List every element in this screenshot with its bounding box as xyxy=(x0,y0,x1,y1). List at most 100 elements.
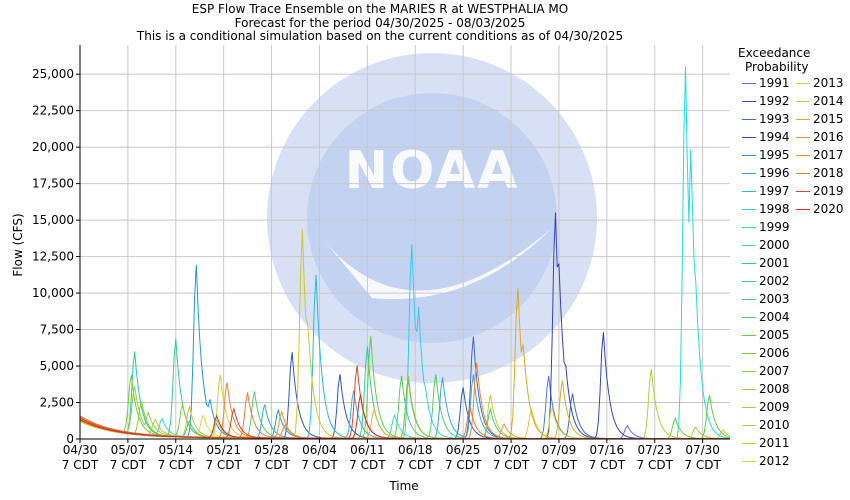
legend-swatch xyxy=(742,83,756,84)
legend-label: 1994 xyxy=(759,130,790,144)
x-tick-label-date: 05/21 xyxy=(206,443,241,457)
legend-label: 2002 xyxy=(759,274,790,288)
legend-swatch xyxy=(796,101,810,102)
legend-label: 1993 xyxy=(759,112,790,126)
legend-swatch xyxy=(742,101,756,102)
legend-swatch xyxy=(742,245,756,246)
legend-swatch xyxy=(742,173,756,174)
legend-swatch xyxy=(742,281,756,282)
legend-swatch xyxy=(742,263,756,264)
legend-label: 2016 xyxy=(813,130,844,144)
legend-item-2000: 2000 xyxy=(742,238,790,252)
x-tick-label-date: 07/30 xyxy=(685,443,720,457)
legend-item-2010: 2010 xyxy=(742,418,790,432)
legend-item-2015: 2015 xyxy=(796,112,844,126)
x-tick-label-date: 04/30 xyxy=(63,443,98,457)
legend-label: 2004 xyxy=(759,310,790,324)
legend-label: 1999 xyxy=(759,220,790,234)
legend-item-1999: 1999 xyxy=(742,220,790,234)
legend-item-1998: 1998 xyxy=(742,202,790,216)
legend-swatch xyxy=(742,209,756,210)
legend-swatch xyxy=(742,299,756,300)
y-tick-label: 20,000 xyxy=(32,140,74,154)
y-tick-label: 15,000 xyxy=(32,213,74,227)
legend-label: 2019 xyxy=(813,184,844,198)
legend-item-1991: 1991 xyxy=(742,76,790,90)
legend-swatch xyxy=(742,353,756,354)
legend-label: 2014 xyxy=(813,94,844,108)
legend-label: 2013 xyxy=(813,76,844,90)
x-tick-label-time: 7 CDT xyxy=(349,458,386,472)
legend-label: 2000 xyxy=(759,238,790,252)
legend-item-2014: 2014 xyxy=(796,94,844,108)
legend-label: 1991 xyxy=(759,76,790,90)
legend-swatch xyxy=(796,209,810,210)
legend-item-2020: 2020 xyxy=(796,202,844,216)
legend-item-2003: 2003 xyxy=(742,292,790,306)
axes: 0 2,500 5,000 7,500 10,000 12,500 15,000 17,500… xyxy=(32,45,730,472)
legend-item-2008: 2008 xyxy=(742,382,790,396)
legend-swatch xyxy=(742,461,756,462)
x-tick-label-time: 7 CDT xyxy=(62,458,99,472)
x-tick-label-time: 7 CDT xyxy=(158,458,195,472)
legend-label: 1996 xyxy=(759,166,790,180)
legend-label: 2017 xyxy=(813,148,844,162)
y-tick-label: 5,000 xyxy=(40,359,74,373)
y-tick-label: 25,000 xyxy=(32,67,74,81)
legend-label: 1992 xyxy=(759,94,790,108)
legend-label: 2015 xyxy=(813,112,844,126)
legend-item-2019: 2019 xyxy=(796,184,844,198)
legend-item-2016: 2016 xyxy=(796,130,844,144)
y-tick-label: 2,500 xyxy=(40,396,74,410)
legend-label: 2001 xyxy=(759,256,790,270)
legend-swatch xyxy=(796,155,810,156)
legend-swatch xyxy=(742,425,756,426)
legend-swatch xyxy=(742,407,756,408)
x-tick-label-date: 06/25 xyxy=(446,443,481,457)
legend-label: 2009 xyxy=(759,400,790,414)
legend-label: 1995 xyxy=(759,148,790,162)
legend-item-1992: 1992 xyxy=(742,94,790,108)
y-tick-label: 7,500 xyxy=(40,323,74,337)
x-tick-label-time: 7 CDT xyxy=(253,458,290,472)
x-tick-label-time: 7 CDT xyxy=(637,458,674,472)
legend-swatch xyxy=(742,371,756,372)
legend-label: 2008 xyxy=(759,382,790,396)
legend-item-2005: 2005 xyxy=(742,328,790,342)
x-tick-label-time: 7 CDT xyxy=(301,458,338,472)
legend-swatch xyxy=(742,155,756,156)
y-tick-label: 10,000 xyxy=(32,286,74,300)
legend-item-1997: 1997 xyxy=(742,184,790,198)
legend-label: 2003 xyxy=(759,292,790,306)
y-tick-label: 17,500 xyxy=(32,177,74,191)
legend-label: 2018 xyxy=(813,166,844,180)
x-axis-label: Time xyxy=(388,479,418,493)
legend-item-2007: 2007 xyxy=(742,364,790,378)
legend-swatch xyxy=(742,227,756,228)
legend-label: 2011 xyxy=(759,436,790,450)
chart-title-line-1: ESP Flow Trace Ensemble on the MARIES R … xyxy=(191,2,569,16)
y-tick-label: 22,500 xyxy=(32,104,74,118)
legend-label: 1998 xyxy=(759,202,790,216)
x-tick-label-time: 7 CDT xyxy=(541,458,578,472)
legend-item-1994: 1994 xyxy=(742,130,790,144)
x-tick-label-time: 7 CDT xyxy=(493,458,530,472)
x-tick-label-time: 7 CDT xyxy=(589,458,626,472)
legend-swatch xyxy=(796,137,810,138)
legend-item-2011: 2011 xyxy=(742,436,790,450)
x-tick-label-date: 05/14 xyxy=(158,443,193,457)
legend-label: 2010 xyxy=(759,418,790,432)
x-tick-label-date: 07/09 xyxy=(542,443,577,457)
x-tick-label-date: 07/16 xyxy=(590,443,625,457)
legend-label: 2020 xyxy=(813,202,844,216)
x-tick-label-time: 7 CDT xyxy=(397,458,434,472)
x-tick-label-date: 07/02 xyxy=(494,443,529,457)
legend-item-2012: 2012 xyxy=(742,454,790,468)
x-tick-label-date: 06/18 xyxy=(398,443,433,457)
legend-item-2009: 2009 xyxy=(742,400,790,414)
legend-swatch xyxy=(742,335,756,336)
legend-swatch xyxy=(742,119,756,120)
watermark-noaa-text: NOAA xyxy=(345,141,520,201)
legend-swatch xyxy=(796,191,810,192)
